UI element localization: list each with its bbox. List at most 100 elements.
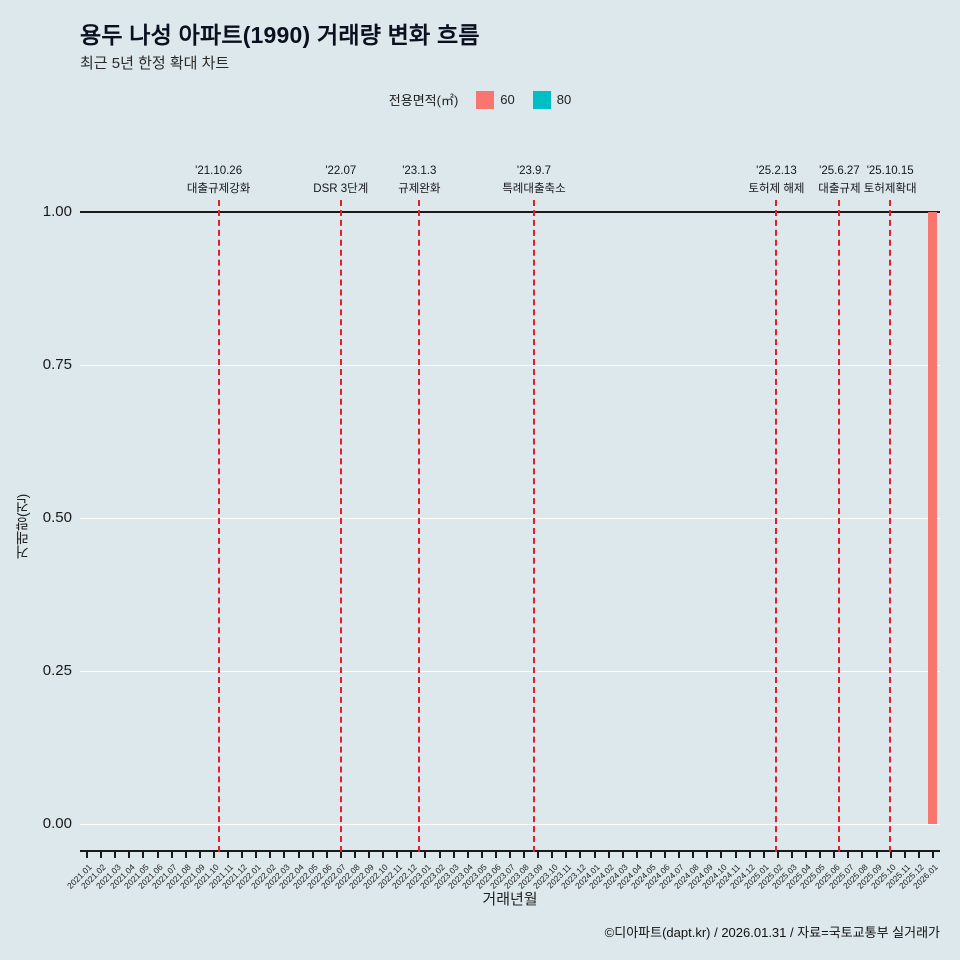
gridline <box>80 518 940 519</box>
x-tick-mark <box>142 852 145 858</box>
event-annotation: '25.6.27 대출규제 <box>818 162 860 198</box>
x-tick-mark <box>664 852 667 858</box>
x-tick-mark <box>678 852 681 858</box>
legend-item-80: 80 <box>532 90 572 109</box>
x-tick-mark <box>396 852 399 858</box>
x-tick-mark <box>269 852 272 858</box>
x-tick-mark <box>438 852 441 858</box>
event-label: 대출규제강화 <box>186 183 251 195</box>
x-tick-mark <box>325 852 328 858</box>
x-tick-mark <box>241 852 244 858</box>
x-tick-mark <box>255 852 258 858</box>
event-annotation: '25.10.15 토허제확대 <box>864 162 917 198</box>
event-label: DSR 3단계 <box>313 183 369 195</box>
legend-item-60: 60 <box>476 90 515 109</box>
x-tick-mark <box>819 852 822 858</box>
plot-area: 0.00 0.25 0.50 0.75 1.00 2021.01 2021.02 2021.0… <box>43 165 940 891</box>
event-line <box>532 200 535 852</box>
event-date: '25.2.13 <box>756 165 797 177</box>
event-annotation: '25.2.13 토허제 해제 <box>748 162 804 198</box>
event-line <box>775 200 778 852</box>
x-tick-mark <box>198 852 201 858</box>
legend-swatch-60 <box>476 90 495 109</box>
legend-title: 전용면적(㎡) <box>388 93 459 108</box>
event-annotation: '22.07 DSR 3단계 <box>313 162 368 198</box>
x-tick-mark <box>537 852 540 858</box>
x-tick-mark <box>184 852 187 858</box>
x-tick-mark <box>692 852 695 858</box>
x-tick-mark <box>861 852 864 858</box>
x-tick-mark <box>227 852 230 858</box>
event-date: '25.6.27 <box>819 165 860 177</box>
x-tick-mark <box>410 852 413 858</box>
event-line <box>889 200 892 852</box>
top-reference-line <box>80 211 940 213</box>
legend-label-80: 80 <box>556 92 572 107</box>
x-tick-mark <box>720 852 723 858</box>
x-axis-title: 거래년월 <box>482 891 538 908</box>
event-annotation: '23.1.3 규제완화 <box>398 162 440 198</box>
x-tick-mark <box>762 852 765 858</box>
event-label: 규제완화 <box>398 183 441 195</box>
x-tick-mark <box>466 852 469 858</box>
x-tick-mark <box>621 852 624 858</box>
legend-label-60: 60 <box>500 92 515 107</box>
legend: 전용면적(㎡) 60 80 <box>0 90 960 109</box>
event-date: '22.07 <box>325 165 357 177</box>
x-tick-mark <box>551 852 554 858</box>
x-tick-mark <box>903 852 906 858</box>
x-tick-mark <box>523 852 526 858</box>
event-date: '25.10.15 <box>866 165 914 177</box>
x-tick-mark <box>212 852 215 858</box>
event-label: 특례대출축소 <box>502 183 566 195</box>
legend-swatch-80 <box>532 90 551 109</box>
event-label: 토허제 해제 <box>748 183 805 195</box>
event-line <box>838 200 841 852</box>
x-tick-mark <box>889 852 892 858</box>
event-line <box>339 200 342 852</box>
x-tick-mark <box>706 852 709 858</box>
x-tick-mark <box>847 852 850 858</box>
event-line <box>217 200 220 852</box>
x-tick-mark <box>833 852 836 858</box>
gridline <box>80 824 940 825</box>
x-tick-mark <box>790 852 793 858</box>
x-tick-mark <box>734 852 737 858</box>
x-tick-mark <box>170 852 173 858</box>
chart-subtitle: 최근 5년 한정 확대 차트 <box>80 55 230 72</box>
x-tick-mark <box>114 852 117 858</box>
chart-title: 용두 나성 아파트(1990) 거래량 변화 흐름 <box>80 22 480 48</box>
x-tick-mark <box>776 852 779 858</box>
event-date: '21.10.26 <box>195 165 243 177</box>
y-tick-label: 1.00 <box>42 203 72 220</box>
x-tick-mark <box>368 852 371 858</box>
event-annotation: '21.10.26 대출규제강화 <box>187 162 250 198</box>
x-tick-mark <box>748 852 751 858</box>
y-tick-label: 0.75 <box>42 356 72 373</box>
footer-credit: ©디아파트(dapt.kr) / 2026.01.31 / 자료=국토교통부 실… <box>604 925 940 940</box>
x-tick-mark <box>607 852 610 858</box>
x-tick-mark <box>424 852 427 858</box>
x-tick-mark <box>311 852 314 858</box>
x-tick-mark <box>480 852 483 858</box>
event-line <box>418 200 421 852</box>
x-tick-mark <box>579 852 582 858</box>
x-tick-mark <box>339 852 342 858</box>
y-tick-label: 0.00 <box>42 815 72 832</box>
y-tick-label: 0.50 <box>42 509 72 526</box>
x-tick-mark <box>875 852 878 858</box>
x-tick-mark <box>297 852 300 858</box>
x-tick-mark <box>805 852 808 858</box>
x-tick-mark <box>86 852 89 858</box>
gridline <box>80 365 940 366</box>
x-tick-mark <box>509 852 511 858</box>
x-tick-mark <box>156 852 159 858</box>
x-tick-mark <box>917 852 920 858</box>
bar-60-2026.01 <box>928 212 938 824</box>
event-label: 대출규제 <box>818 183 861 195</box>
x-tick-mark <box>283 852 286 858</box>
event-annotation: '23.9.7 특례대출축소 <box>502 162 565 198</box>
x-tick-mark <box>382 852 385 858</box>
x-tick-mark <box>635 852 638 858</box>
y-tick-label: 0.25 <box>42 662 72 679</box>
